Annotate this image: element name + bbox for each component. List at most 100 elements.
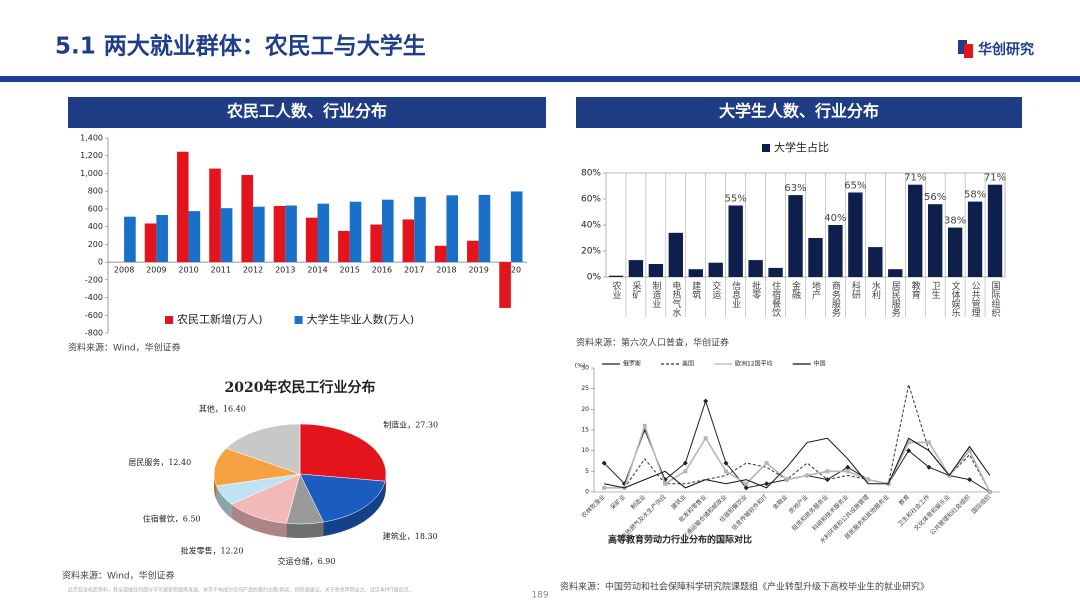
x-tick-label: 地产 [810, 280, 821, 300]
pie-label-value: 12.40 [168, 458, 191, 467]
slide-title: 5.1 两大就业群体：农民工与大学生 [55, 33, 426, 60]
data-label: 71% [904, 173, 926, 184]
pie-label-name: 建筑业 [383, 531, 407, 541]
source-note: 资料来源：Wind，华创证券 [62, 570, 175, 582]
pie-label-separator: ， [407, 532, 415, 541]
legend-label: 俄罗斯 [623, 360, 641, 368]
bar [253, 206, 265, 263]
point-marker [642, 423, 647, 428]
pie-side [286, 522, 324, 538]
y-tick-label: 1,000 [80, 169, 103, 178]
y-tick-label: 80% [581, 169, 601, 179]
x-tick-label: 批零 [750, 280, 761, 300]
pie-label: 交运仓储，6.90 [278, 556, 336, 566]
logo-text: 华创研究 [978, 41, 1034, 58]
bar [241, 174, 254, 263]
pie-label: 建筑业，18.30 [383, 531, 438, 541]
x-tick-label: 2014 [307, 266, 327, 275]
x-tick-label: 2009 [146, 266, 166, 275]
legend-swatch [165, 316, 173, 324]
pie-label-separator: ， [407, 421, 415, 430]
source-note: 资料来源：Wind，华创证券 [68, 342, 181, 354]
point-marker [845, 464, 851, 470]
bar [608, 275, 624, 277]
x-tick-label: 农业 [610, 280, 621, 299]
disclaimer: 此页包含机密资料，其全部或任何部分不可被复制或再发送。本页不构成对任何产品的要约… [68, 587, 414, 594]
pie-label-value: 6.50 [183, 515, 201, 524]
pie-label-separator: ， [215, 405, 223, 414]
pie-slice [299, 423, 387, 482]
bar [908, 184, 923, 277]
pie-label-separator: ， [213, 546, 221, 555]
y-tick-label: 1,400 [80, 134, 103, 143]
page-number: 189 [531, 591, 548, 601]
point-marker [663, 481, 668, 486]
pie-label-name: 交运仓储 [278, 556, 310, 566]
bar [370, 224, 382, 263]
x-tick-label: 2008 [114, 266, 134, 275]
x-tick-label: 教育 [910, 280, 921, 300]
panel-title: 大学生人数、行业分布 [719, 102, 879, 121]
y-tick-label: 400 [88, 222, 103, 231]
y-tick-label: -800 [85, 329, 103, 338]
y-tick-label: 20% [581, 247, 601, 257]
point-marker [764, 481, 770, 487]
x-tick-label: 2013 [275, 266, 295, 275]
y-tick-label: 40% [581, 221, 601, 231]
legend-label: 大学生毕业人数(万人) [307, 312, 415, 326]
bar [144, 223, 157, 263]
bar [868, 247, 883, 277]
pie-side [231, 504, 287, 538]
y-tick-label: 5 [585, 468, 589, 475]
bar [788, 195, 803, 277]
point-marker [682, 460, 688, 466]
data-label: 38% [944, 216, 966, 227]
legend-label: 中国 [814, 360, 826, 368]
bar [648, 264, 664, 277]
x-tick-label: 居民服务 [890, 281, 901, 318]
bar [947, 227, 963, 277]
point-marker [926, 464, 932, 470]
bar [668, 232, 684, 277]
x-tick-label: 2019 [468, 266, 488, 275]
y-tick-label: 60% [581, 195, 601, 205]
bar [273, 205, 286, 263]
bar [305, 217, 318, 263]
data-label: 58% [964, 190, 986, 201]
y-tick-label: 0 [585, 489, 589, 496]
bar [220, 208, 233, 263]
pie-label-value: 6.90 [318, 557, 336, 566]
x-tick-label: 制造业 [650, 280, 661, 308]
x-tick-label: 卫生 [930, 281, 941, 299]
pie-label-value: 18.30 [415, 532, 438, 541]
bar [124, 216, 136, 263]
pie-label-separator: ， [160, 458, 168, 467]
bar [317, 203, 330, 263]
source-note: 资料来源：第六次人口普查，华创证券 [576, 337, 729, 349]
y-tick-label: 0 [98, 258, 103, 267]
x-tick-label: 文体娱乐 [950, 280, 961, 317]
x-tick-label: 水利 [870, 280, 881, 299]
y-tick-label: -600 [85, 311, 103, 320]
point-marker [764, 461, 769, 466]
point-marker [845, 469, 850, 474]
legend-label: 美国 [682, 360, 694, 368]
bar [338, 230, 350, 263]
pie-side [385, 474, 386, 496]
bar [728, 205, 743, 277]
logo-icon [958, 40, 967, 54]
line-series [604, 423, 991, 493]
pie-label: 住宿餐饮，6.50 [143, 514, 201, 524]
line-series [604, 384, 991, 493]
bar [467, 240, 479, 263]
y-tick-label: 0% [587, 273, 602, 283]
y-tick-label: 15 [581, 427, 589, 434]
pie-side [216, 485, 232, 519]
point-marker [723, 460, 729, 466]
x-tick-label: 2015 [340, 266, 360, 275]
point-marker [967, 477, 973, 483]
pie-slice [213, 447, 301, 487]
bar [285, 205, 297, 263]
x-tick-label: 2016 [372, 266, 392, 275]
